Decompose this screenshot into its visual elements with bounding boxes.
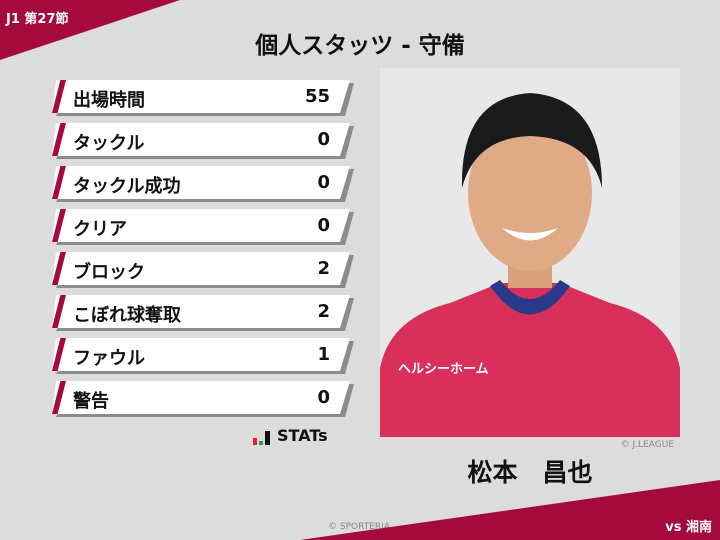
- stat-label: 出場時間: [73, 90, 145, 111]
- stat-value: 1: [317, 344, 330, 365]
- stat-row: 警告 0: [52, 381, 354, 417]
- row-background: [52, 295, 350, 328]
- row-background: [52, 252, 350, 285]
- bar-chart-icon: [253, 431, 270, 445]
- row-background: [52, 209, 350, 242]
- copyright: © SPORTERIA: [328, 522, 390, 532]
- stat-value: 0: [317, 215, 330, 236]
- row-background: [52, 338, 350, 371]
- stat-value: 0: [317, 387, 330, 408]
- stat-row: タックル 0: [52, 123, 354, 159]
- stats-logo-text: STATs: [277, 426, 328, 445]
- photo-credit: © J.LEAGUE: [620, 440, 674, 450]
- stat-value: 0: [317, 129, 330, 150]
- stat-label: ファウル: [73, 348, 145, 369]
- stat-value: 55: [304, 86, 330, 107]
- corner-banner-bottom: [300, 480, 720, 540]
- stat-row: 出場時間 55: [52, 80, 354, 116]
- stat-value: 0: [317, 172, 330, 193]
- stat-value: 2: [317, 258, 330, 279]
- player-name: 松本 昌也: [467, 458, 593, 487]
- row-background: [52, 80, 350, 113]
- stats-logo: STATs: [253, 426, 328, 445]
- stat-row: クリア 0: [52, 209, 354, 245]
- stat-row: ファウル 1: [52, 338, 354, 374]
- page-title: 個人スタッツ - 守備: [255, 33, 465, 59]
- stat-label: タックル: [73, 133, 145, 154]
- row-background: [52, 123, 350, 156]
- stat-row: こぼれ球奪取 2: [52, 295, 354, 331]
- row-background: [52, 166, 350, 199]
- stat-label: クリア: [73, 219, 127, 240]
- stat-label: ブロック: [73, 262, 145, 283]
- stat-label: 警告: [73, 391, 109, 412]
- opponent-label: vs 湘南: [665, 520, 712, 535]
- row-background: [52, 381, 350, 414]
- shirt-sponsor: ヘルシーホーム: [398, 362, 489, 377]
- stat-label: こぼれ球奪取: [73, 305, 181, 326]
- stat-row: ブロック 2: [52, 252, 354, 288]
- round-label: J1 第27節: [6, 12, 69, 27]
- stat-row: タックル成功 0: [52, 166, 354, 202]
- stat-value: 2: [317, 301, 330, 322]
- player-photo: ヘルシーホーム: [380, 68, 680, 437]
- stat-label: タックル成功: [73, 176, 181, 197]
